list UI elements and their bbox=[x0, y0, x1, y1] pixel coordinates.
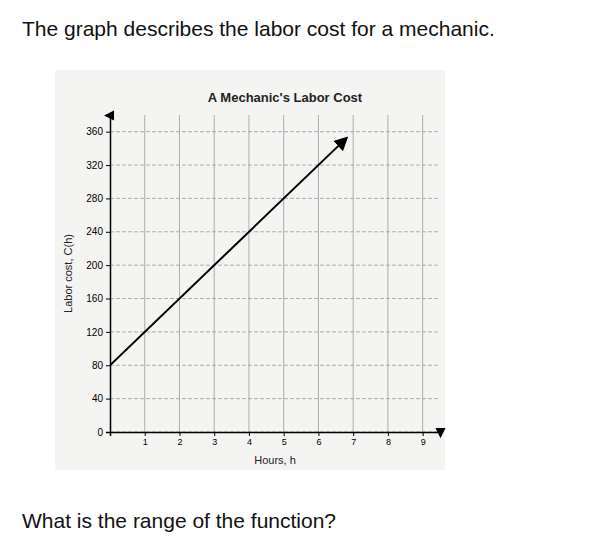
x-tick-label: 9 bbox=[421, 437, 426, 447]
x-tick-label: 7 bbox=[351, 437, 356, 447]
x-tick-label: 3 bbox=[212, 437, 217, 447]
y-tick: 280 bbox=[86, 193, 110, 204]
grid-line-x bbox=[283, 115, 284, 432]
grid-line-y bbox=[110, 331, 440, 332]
x-tick-mark bbox=[214, 432, 215, 436]
chart-panel bbox=[55, 70, 445, 470]
x-axis: 1 2 3 4 5 6 7 8 9 bbox=[111, 432, 441, 447]
x-tick: 4 bbox=[247, 432, 252, 447]
x-tick: 8 bbox=[386, 432, 391, 447]
y-tick-label: 320 bbox=[86, 160, 103, 171]
x-tick-label: 5 bbox=[282, 437, 287, 447]
x-axis-line bbox=[111, 433, 441, 437]
x-tick: 3 bbox=[212, 432, 217, 447]
grid-line-y bbox=[110, 298, 440, 299]
y-tick: 40 bbox=[92, 393, 110, 404]
y-tick: 320 bbox=[86, 160, 110, 171]
grid-line-x bbox=[144, 115, 145, 432]
y-tick-label: 280 bbox=[86, 193, 103, 204]
x-tick-mark bbox=[284, 432, 285, 436]
x-tick: 6 bbox=[316, 432, 321, 447]
y-tick-mark bbox=[106, 165, 110, 166]
y-tick-label: 160 bbox=[86, 293, 103, 304]
y-tick: 200 bbox=[86, 260, 110, 271]
x-tick-mark bbox=[179, 432, 180, 436]
x-tick: 7 bbox=[351, 432, 356, 447]
x-tick: 2 bbox=[177, 432, 182, 447]
x-tick-mark bbox=[145, 432, 146, 436]
x-tick-mark bbox=[318, 432, 319, 436]
y-tick-mark bbox=[106, 132, 110, 133]
grid-line-y bbox=[110, 131, 440, 132]
grid-line-y bbox=[110, 365, 440, 366]
y-tick-mark bbox=[106, 232, 110, 233]
x-tick-label: 8 bbox=[386, 437, 391, 447]
y-tick-mark bbox=[106, 198, 110, 199]
plot-area bbox=[110, 138, 346, 365]
y-tick-mark bbox=[106, 332, 110, 333]
y-tick-label: 360 bbox=[86, 126, 103, 137]
y-axis-line bbox=[106, 116, 111, 433]
x-tick-mark bbox=[353, 432, 354, 436]
y-tick-label: 40 bbox=[92, 393, 104, 404]
grid-line-x bbox=[422, 115, 423, 432]
y-tick-label: 0 bbox=[97, 427, 103, 438]
y-tick: 80 bbox=[92, 360, 110, 371]
header-text: The graph describes the labor cost for a… bbox=[22, 17, 495, 40]
grid-line-x bbox=[318, 115, 319, 432]
x-tick-label: 2 bbox=[177, 437, 182, 447]
x-tick: 9 bbox=[421, 432, 426, 447]
y-tick: 120 bbox=[86, 327, 110, 338]
x-axis-title: Hours, h bbox=[254, 454, 296, 466]
y-tick-label: 200 bbox=[86, 260, 103, 271]
grid-line-x bbox=[214, 115, 215, 432]
x-tick-mark bbox=[388, 432, 389, 436]
y-tick: 240 bbox=[86, 226, 110, 237]
question-text: What is the range of the function? bbox=[22, 509, 336, 532]
y-tick-label: 80 bbox=[92, 360, 104, 371]
grid-line-y bbox=[110, 198, 440, 199]
x-tick: 1 bbox=[143, 432, 148, 447]
y-tick-mark bbox=[106, 432, 110, 433]
grid-line-y bbox=[110, 231, 440, 232]
series-line bbox=[110, 138, 346, 365]
x-tick-label: 6 bbox=[316, 437, 321, 447]
grid-line-x bbox=[353, 115, 354, 432]
grid bbox=[110, 115, 440, 432]
y-tick-label: 240 bbox=[86, 226, 103, 237]
grid-line-x bbox=[387, 115, 388, 432]
x-tick: 5 bbox=[282, 432, 287, 447]
y-axis-title: Labor cost, C(h) bbox=[62, 234, 74, 313]
x-tick-label: 1 bbox=[143, 437, 148, 447]
y-tick-mark bbox=[106, 399, 110, 400]
chart-title: A Mechanic's Labor Cost bbox=[208, 90, 363, 105]
grid-line-y bbox=[110, 398, 440, 399]
x-tick-label: 4 bbox=[247, 437, 252, 447]
grid-line-y bbox=[110, 265, 440, 266]
grid-line-y bbox=[110, 165, 440, 166]
grid-line-x bbox=[179, 115, 180, 432]
grid-line-x bbox=[248, 115, 249, 432]
y-tick: 360 bbox=[86, 126, 110, 137]
page: The graph describes the labor cost for a… bbox=[0, 0, 614, 553]
x-tick-mark bbox=[249, 432, 250, 436]
y-tick-mark bbox=[106, 265, 110, 266]
x-tick-mark bbox=[423, 432, 424, 436]
y-tick: 0 bbox=[97, 427, 110, 438]
y-tick: 160 bbox=[86, 293, 110, 304]
y-tick-label: 120 bbox=[86, 327, 103, 338]
y-tick-mark bbox=[106, 299, 110, 300]
y-tick-mark bbox=[106, 365, 110, 366]
y-axis: 0 40 80 120 160 200 240 280 320 360 bbox=[86, 116, 110, 438]
